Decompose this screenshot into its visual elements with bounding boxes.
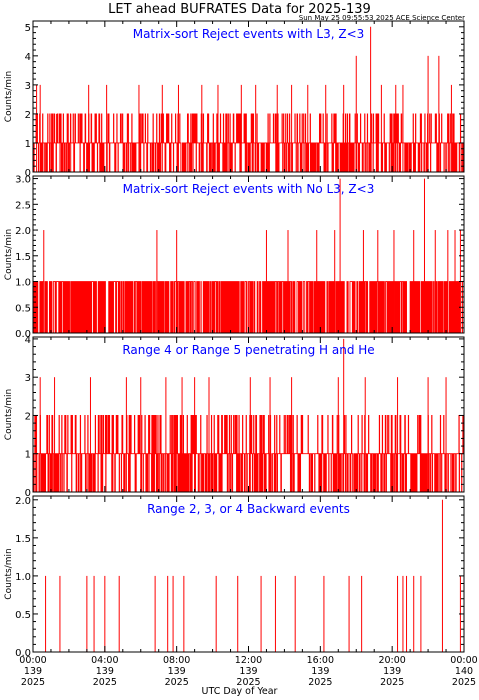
x-tick-label: 2025 (452, 677, 476, 688)
x-tick-label: 139 (383, 666, 401, 677)
chart-title: LET ahead BUFRATES Data for 2025-139 (108, 2, 371, 17)
y-tick-label: 0.0 (15, 329, 31, 340)
x-tick-label: 139 (24, 666, 42, 677)
panel-title: Range 4 or Range 5 penetrating H and He (122, 343, 374, 357)
x-tick-label: 139 (239, 666, 257, 677)
y-axis-label: Counts/min (4, 548, 14, 599)
y-tick-label: 1.0 (15, 278, 31, 289)
x-tick-label: 139 (96, 666, 114, 677)
series-trace (32, 113, 464, 173)
y-tick-label: 5 (25, 23, 31, 34)
y-tick-label: 4 (25, 335, 31, 346)
y-tick-label: 2 (25, 110, 31, 121)
y-tick-label: 0.5 (15, 610, 31, 621)
y-tick-label: 2.0 (15, 226, 31, 237)
y-tick-label: 3.0 (15, 175, 31, 186)
y-tick-label: 1.0 (15, 572, 31, 583)
y-tick-label: 3 (25, 373, 31, 384)
x-axis-label: UTC Day of Year (201, 686, 278, 697)
y-tick-label: 1 (25, 450, 31, 461)
x-tick-label: 20:00 (378, 655, 405, 666)
y-tick-label: 1.5 (15, 534, 31, 545)
panel-title: Matrix-sort Reject events with L3, Z<3 (133, 27, 365, 41)
y-tick-label: 0.5 (15, 303, 31, 314)
x-tick-label: 2025 (21, 677, 45, 688)
y-tick-label: 2 (25, 411, 31, 422)
x-tick-label: 139 (311, 666, 329, 677)
x-tick-label: 139 (168, 666, 186, 677)
x-tick-label: 2025 (236, 677, 260, 688)
y-tick-label: 0 (25, 488, 31, 499)
x-tick-label: 2025 (165, 677, 189, 688)
y-axis-label: Counts/min (4, 389, 14, 440)
series-trace (33, 415, 465, 493)
panel-title: Matrix-sort Reject events with No L3, Z<… (123, 182, 375, 196)
x-tick-label: 140 (455, 666, 473, 677)
x-tick-label: 08:00 (163, 655, 190, 666)
y-tick-label: 2.5 (15, 200, 31, 211)
x-tick-label: 16:00 (307, 655, 334, 666)
y-tick-label: 1.5 (15, 252, 31, 263)
panel-title: Range 2, 3, or 4 Backward events (147, 502, 350, 516)
x-tick-label: 2025 (93, 677, 117, 688)
x-tick-label: 2025 (308, 677, 332, 688)
y-tick-label: 4 (25, 52, 31, 63)
x-tick-label: 2025 (380, 677, 404, 688)
y-axis-label: Counts/min (4, 229, 14, 280)
y-axis-label: Counts/min (4, 71, 14, 122)
plot-frame (32, 495, 465, 653)
series-trace (32, 281, 464, 334)
y-tick-label: 2.0 (15, 496, 31, 507)
x-tick-label: 00:00 (19, 655, 46, 666)
x-tick-label: 12:00 (235, 655, 262, 666)
x-tick-label: 00:00 (450, 655, 477, 666)
x-tick-label: 04:00 (91, 655, 118, 666)
y-tick-label: 0 (25, 168, 31, 179)
y-tick-label: 3 (25, 81, 31, 92)
y-tick-label: 0.0 (15, 648, 31, 659)
generation-timestamp: Sun May 25 09:55:53 2025 ACE Science Cen… (298, 14, 465, 22)
y-tick-label: 1 (25, 139, 31, 150)
